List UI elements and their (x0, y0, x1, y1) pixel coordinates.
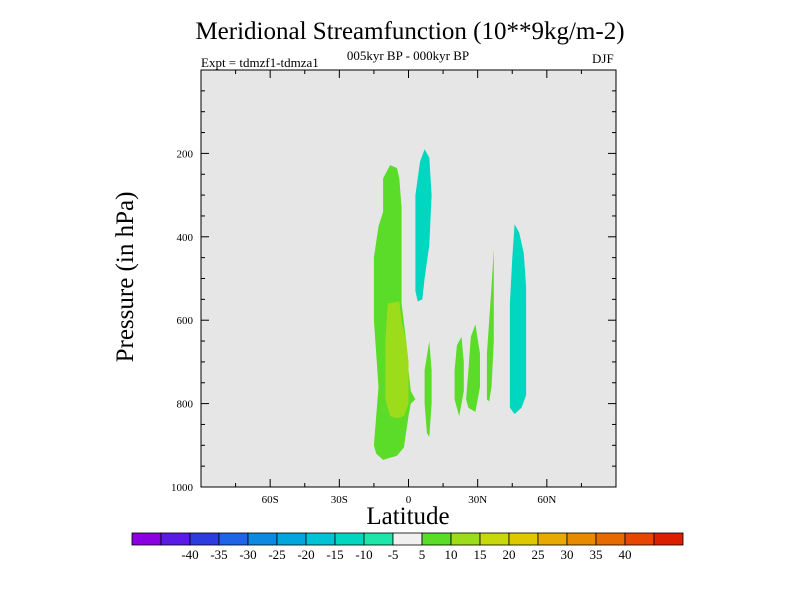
y-tick-label: 600 (177, 315, 194, 327)
experiment-label: Expt = tdmzf1-tdmza1 (201, 55, 319, 70)
region-positive-5-10-strip-3 (466, 324, 480, 412)
colorbar-label: -5 (388, 547, 399, 562)
colorbar-swatch (131, 532, 162, 546)
colorbar-label: -15 (326, 547, 343, 562)
colorbar-label: 10 (445, 547, 458, 562)
x-tick-label: 30S (331, 494, 348, 506)
colorbar-swatch (334, 532, 365, 546)
region-positive-5-10-strip-1 (424, 341, 432, 437)
chart-subtitle: 005kyr BP - 000kyr BP (346, 48, 470, 63)
colorbar-swatch (421, 532, 452, 546)
region-positive-5-10-strip-2 (454, 336, 464, 417)
plot-frame (200, 69, 617, 488)
contour-regions (373, 149, 527, 460)
season-label: DJF (592, 51, 614, 66)
colorbar-swatch (624, 532, 655, 546)
colorbar-label: 15 (474, 547, 487, 562)
colorbar-label: 5 (419, 547, 426, 562)
x-tick-label: 30N (468, 494, 487, 506)
x-tick-label: 60S (262, 494, 279, 506)
y-tick-label: 1000 (171, 482, 194, 494)
y-tick-label: 400 (177, 232, 194, 244)
region-positive-5-10-strip-4 (486, 249, 494, 402)
region-positive-10-15-core (385, 301, 409, 419)
x-tick-label: 0 (406, 494, 412, 506)
colorbar-label: 35 (590, 547, 603, 562)
colorbar-swatch (566, 532, 597, 546)
plot-background (201, 70, 616, 487)
x-tick-label: 60N (537, 494, 556, 506)
colorbar-label: -40 (181, 547, 198, 562)
colorbar-label: -25 (268, 547, 285, 562)
y-tick-label: 800 (177, 399, 194, 411)
colorbar-label: 30 (561, 547, 574, 562)
colorbar-label: -35 (210, 547, 227, 562)
region-negative-minus5-nh-cell (509, 224, 527, 414)
colorbar-label: -30 (239, 547, 256, 562)
colorbar-swatch (595, 532, 626, 546)
colorbar-swatch (363, 532, 394, 546)
colorbar-swatch (508, 532, 539, 546)
colorbar-label: 40 (619, 547, 632, 562)
colorbar-swatch (305, 532, 336, 546)
x-axis-label: Latitude (366, 503, 450, 530)
region-negative-minus5-upper-jet (415, 149, 432, 302)
colorbar-swatch (450, 532, 481, 546)
colorbar-swatch (218, 532, 249, 546)
colorbar-swatch (653, 532, 684, 546)
colorbar-swatch (392, 532, 423, 546)
colorbar-label: 20 (503, 547, 516, 562)
colorbar-swatch (537, 532, 568, 546)
colorbar-swatch (479, 532, 510, 546)
colorbar-label: -20 (297, 547, 314, 562)
colorbar-label: 25 (532, 547, 545, 562)
colorbar-swatch (247, 532, 278, 546)
colorbar: -40 -35 -30 -25 -20 -15 -10 -5 5 10 15 20 25 30 35 40 (131, 532, 684, 562)
colorbar-swatch (160, 532, 191, 546)
colorbar-label: -10 (355, 547, 372, 562)
axis-ticks: 60S 30S 0 30N 60N 200 400 600 800 1000 (171, 69, 617, 506)
colorbar-swatch (189, 532, 220, 546)
colorbar-swatch (276, 532, 307, 546)
y-tick-label: 200 (177, 148, 194, 160)
chart-title: Meridional Streamfunction (10**9kg/m-2) (195, 18, 625, 45)
